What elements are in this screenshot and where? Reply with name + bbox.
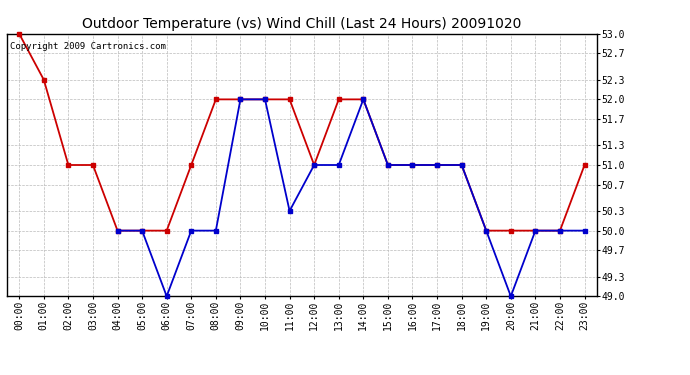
Title: Outdoor Temperature (vs) Wind Chill (Last 24 Hours) 20091020: Outdoor Temperature (vs) Wind Chill (Las… bbox=[82, 17, 522, 31]
Text: Copyright 2009 Cartronics.com: Copyright 2009 Cartronics.com bbox=[10, 42, 166, 51]
